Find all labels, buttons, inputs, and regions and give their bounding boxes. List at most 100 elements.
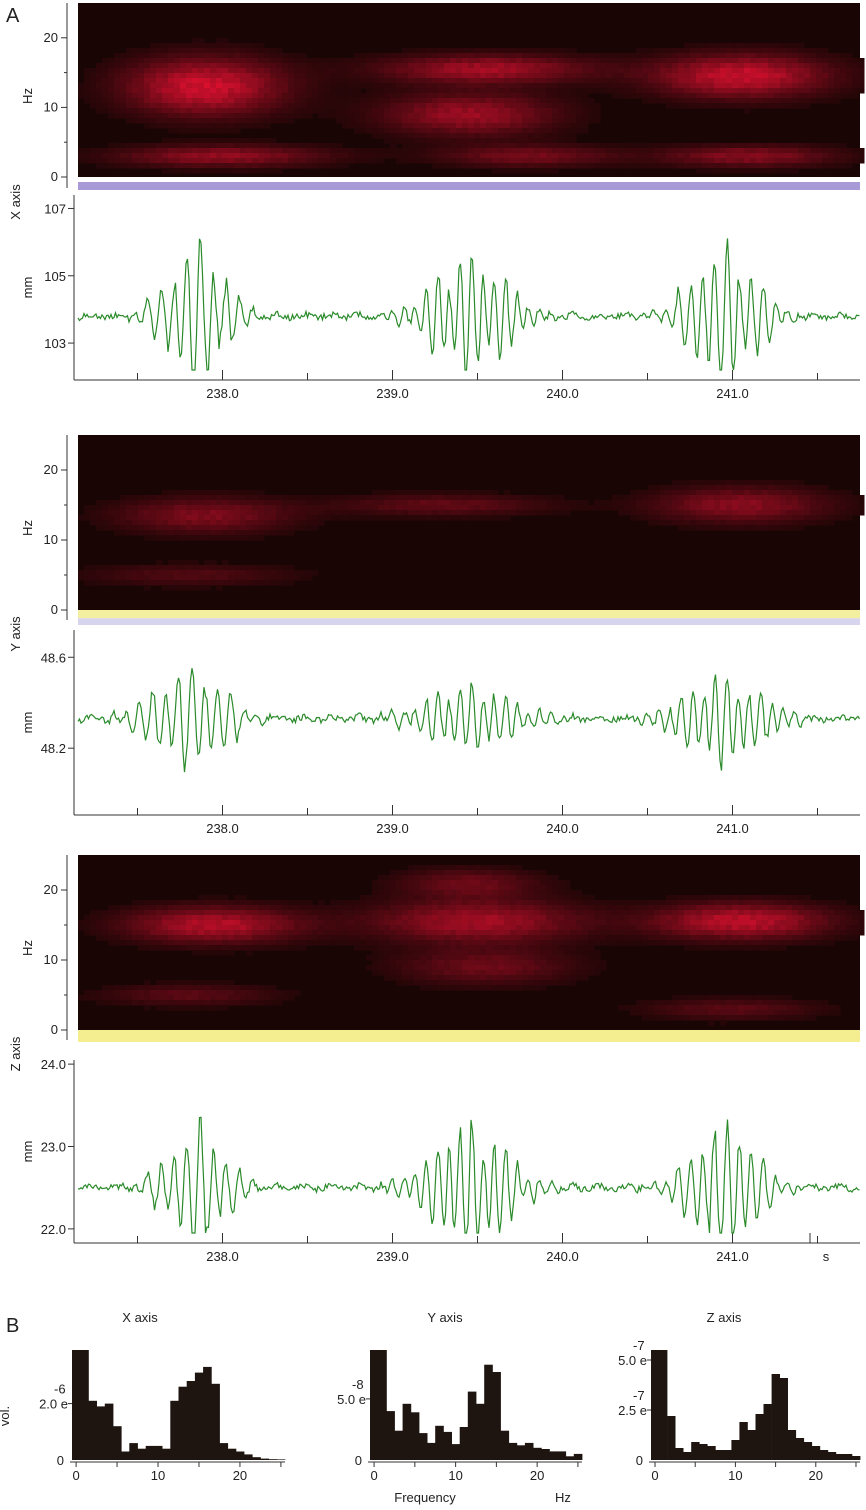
spectrogram-cell (210, 118, 217, 124)
spectrogram-cell (534, 83, 541, 89)
spectrogram-cell (690, 78, 697, 84)
spectrogram-cell (420, 490, 427, 496)
spectrogram-cell (468, 158, 475, 164)
spectrogram-cell (282, 163, 289, 169)
spectrogram-cell (366, 63, 373, 69)
spectrogram-cell (444, 900, 451, 906)
spectrogram-cell (480, 870, 487, 876)
spectrogram-cell (456, 113, 463, 119)
spectrogram-cell (396, 128, 403, 134)
spectrogram-cell (810, 158, 817, 164)
spectrogram-cell (318, 510, 325, 516)
spectrogram-cell (564, 88, 571, 94)
spectrogram-cell (162, 108, 169, 114)
spectrogram-cell (576, 148, 583, 154)
spectrogram-cell (168, 48, 175, 54)
spectrogram-cell (288, 73, 295, 79)
spectrogram-cell (210, 83, 217, 89)
spectrogram-cell (498, 940, 505, 946)
spectrogram-cell (522, 163, 529, 169)
spectrogram-cell (372, 118, 379, 124)
spectrogram-cell (102, 570, 109, 576)
spectrogram-cell (426, 93, 433, 99)
spectrogram-cell (498, 915, 505, 921)
spectrogram-cell (234, 925, 241, 931)
spectrogram-cell (90, 153, 97, 159)
spectrogram-cell (786, 168, 793, 174)
spectrogram-cell (276, 158, 283, 164)
spectrogram-cell (432, 63, 439, 69)
spectrogram-cell (786, 68, 793, 74)
spectrogram-cell (198, 945, 205, 951)
spectrogram-cell (438, 515, 445, 521)
spectrogram-cell (618, 68, 625, 74)
spectrogram-cell (282, 920, 289, 926)
spectrogram-cell (120, 995, 127, 1001)
spectrogram-cell (474, 870, 481, 876)
spectrogram-cell (534, 158, 541, 164)
spectrogram-cell (102, 935, 109, 941)
spectrogram-cell (342, 93, 349, 99)
spectrogram-cell (378, 63, 385, 69)
spectrogram-cell (168, 915, 175, 921)
spectrogram-cell (558, 108, 565, 114)
spectrogram-cell (372, 905, 379, 911)
spectrogram-cell (504, 895, 511, 901)
spectrogram-cell (510, 960, 517, 966)
spectrogram-cell (708, 88, 715, 94)
spectrogram-cell (192, 930, 199, 936)
spectrogram-cell (438, 965, 445, 971)
spectrogram-cell (114, 525, 121, 531)
spectrogram-cell (750, 505, 757, 511)
spectrogram-cell (258, 148, 265, 154)
spectrogram-cell (474, 920, 481, 926)
spectrogram-cell (270, 63, 277, 69)
spectrogram-cell (432, 148, 439, 154)
spectrogram-cell (420, 500, 427, 506)
spectrogram-cell (246, 515, 253, 521)
spectrogram-cell (480, 490, 487, 496)
spectrogram-cell (444, 128, 451, 134)
spectrogram-cell (144, 63, 151, 69)
spectrogram-cell (516, 168, 523, 174)
spectrogram-cell (846, 163, 853, 169)
spectrogram-cell (402, 890, 409, 896)
spectrogram-cell (126, 53, 133, 59)
spectrogram-cell (768, 525, 775, 531)
spectrogram-cell (546, 133, 553, 139)
spectrogram-cell (402, 495, 409, 501)
spectrogram-cell (456, 500, 463, 506)
spectrogram-cell (216, 495, 223, 501)
spectrogram-cell (156, 73, 163, 79)
spectrogram-cell (378, 515, 385, 521)
spectrogram-cell (708, 480, 715, 486)
spectrogram-cell (750, 520, 757, 526)
spectrogram-cell (708, 53, 715, 59)
spectrogram-cell (252, 108, 259, 114)
spectrogram-cell (636, 73, 643, 79)
spectrogram-cell (168, 910, 175, 916)
spectrogram-cell (204, 495, 211, 501)
spectrogram-cell (132, 990, 139, 996)
spectrogram-cell (492, 945, 499, 951)
spectrogram-cell (180, 520, 187, 526)
spectrogram-cell (174, 900, 181, 906)
spectrogram-cell (720, 98, 727, 104)
spectrogram-cell (534, 113, 541, 119)
spectrogram-cell (186, 585, 193, 591)
spectrogram-cell (258, 910, 265, 916)
spectrogram-cell (804, 500, 811, 506)
spectrogram-cell (486, 495, 493, 501)
spectrogram-cell (456, 880, 463, 886)
spectrogram-cell (258, 510, 265, 516)
spectrogram-cell (270, 83, 277, 89)
spectrogram-cell (732, 63, 739, 69)
spectrogram-cell (204, 920, 211, 926)
spectrogram-cell (234, 63, 241, 69)
spectrogram-cell (150, 93, 157, 99)
spectrogram-cell (432, 93, 439, 99)
spectrogram-cell (450, 128, 457, 134)
spectrogram-cell (462, 515, 469, 521)
spectrogram-cell (156, 123, 163, 129)
spectrogram-cell (804, 83, 811, 89)
